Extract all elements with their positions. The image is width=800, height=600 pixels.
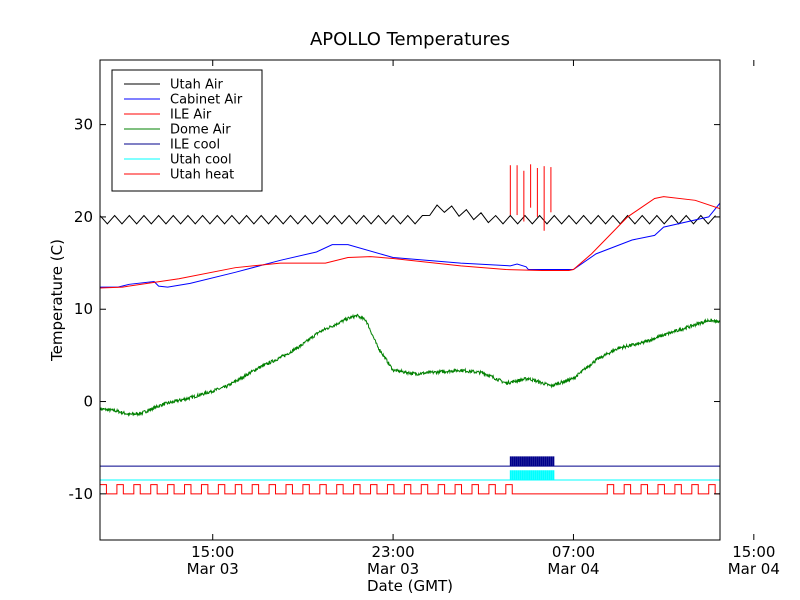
x-tick-sublabel: Mar 04 [728, 560, 780, 578]
chart-title: APOLLO Temperatures [310, 29, 510, 50]
x-tick-sublabel: Mar 03 [187, 560, 239, 578]
series-line-utah-heat [100, 484, 720, 495]
legend-label: Utah heat [170, 168, 234, 183]
legend-label: Cabinet Air [170, 93, 243, 108]
series-line-utah-cool [100, 470, 720, 481]
legend-label: ILE Air [170, 108, 212, 123]
legend-frame [111, 69, 263, 192]
legend-label: Utah Air [170, 78, 223, 93]
series-line-utah-air [100, 204, 716, 225]
y-tick-label: 30 [74, 116, 93, 134]
x-tick-label: 15:00 [732, 543, 775, 561]
y-tick-label: -10 [69, 485, 94, 503]
x-tick-sublabel: Mar 04 [547, 560, 599, 578]
legend-label: Dome Air [170, 123, 231, 138]
x-tick-sublabel: Mar 03 [367, 560, 419, 578]
series-line-dome-air [100, 313, 720, 417]
x-axis-label: Date (GMT) [367, 577, 453, 595]
plot-frame [99, 59, 721, 541]
y-tick-label: 10 [74, 300, 93, 318]
legend-label: ILE cool [170, 138, 220, 153]
legend-label: Utah cool [170, 153, 232, 168]
y-axis-label: Temperature (C) [48, 239, 66, 362]
series-layer [100, 164, 720, 495]
series-line-cabinet-air [100, 202, 720, 288]
x-tick-label: 15:00 [191, 543, 234, 561]
x-tick-label: 07:00 [552, 543, 595, 561]
y-tick-label: 20 [74, 208, 93, 226]
series-line-ile-cool [100, 456, 720, 467]
x-tick-label: 23:00 [371, 543, 414, 561]
series-line-ile-air [100, 196, 720, 289]
y-tick-label: 0 [83, 393, 93, 411]
